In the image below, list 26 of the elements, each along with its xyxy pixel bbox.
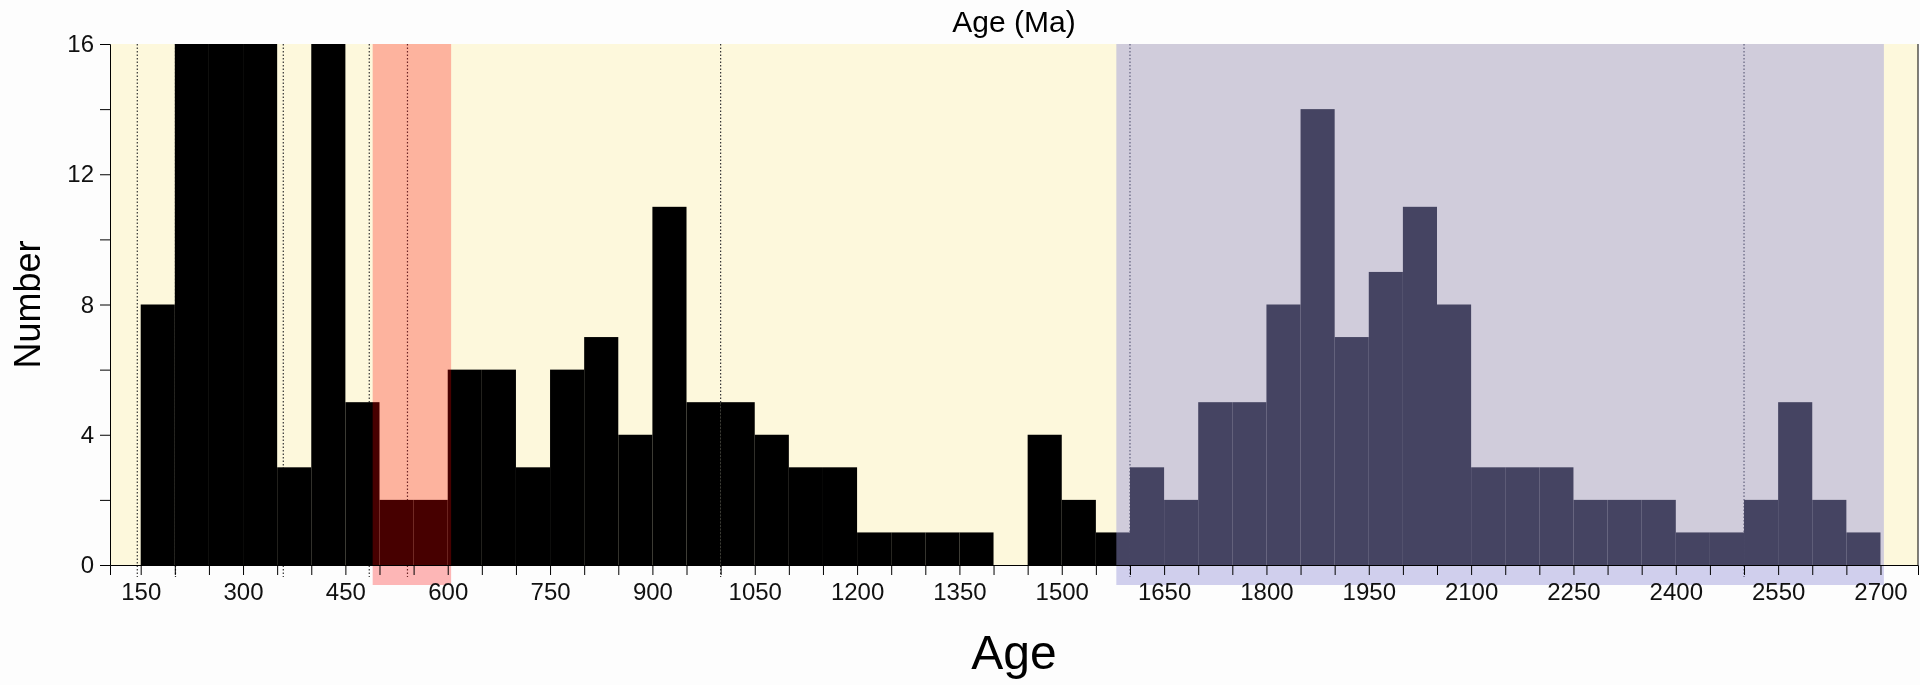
y-tick-label: 0	[80, 551, 94, 579]
x-tick-label: 2400	[1649, 578, 1703, 606]
y-axis-title: Number	[7, 240, 48, 369]
x-tick-label: 1950	[1342, 578, 1396, 606]
y-tick-label: 12	[67, 160, 94, 188]
x-tick-label: 750	[530, 578, 571, 606]
x-tick-label: 2250	[1547, 578, 1601, 606]
x-tick-label: 2550	[1751, 578, 1806, 606]
x-tick-label: 300	[223, 578, 264, 606]
y-tick-label: 16	[67, 30, 94, 58]
x-tick-label: 1050	[728, 578, 782, 606]
x-tick-label: 450	[325, 578, 366, 606]
x-axis-title: Age	[971, 626, 1057, 679]
x-tick-label: 900	[632, 578, 673, 606]
x-tick-label: 1500	[1035, 578, 1089, 606]
x-tick-label: 1800	[1240, 578, 1294, 606]
chart-title: Age (Ma)	[952, 5, 1076, 38]
y-tick-label: 4	[80, 420, 94, 448]
x-tick-label: 2100	[1444, 578, 1499, 606]
x-tick-label: 2700	[1854, 578, 1908, 606]
x-tick-label: 1200	[830, 578, 885, 606]
x-tick-label: 1350	[933, 578, 987, 606]
x-tick-label: 600	[428, 578, 469, 606]
x-tick-label: 1650	[1137, 578, 1192, 606]
y-tick-label: 8	[80, 290, 94, 318]
x-tick-label: 150	[121, 578, 162, 606]
